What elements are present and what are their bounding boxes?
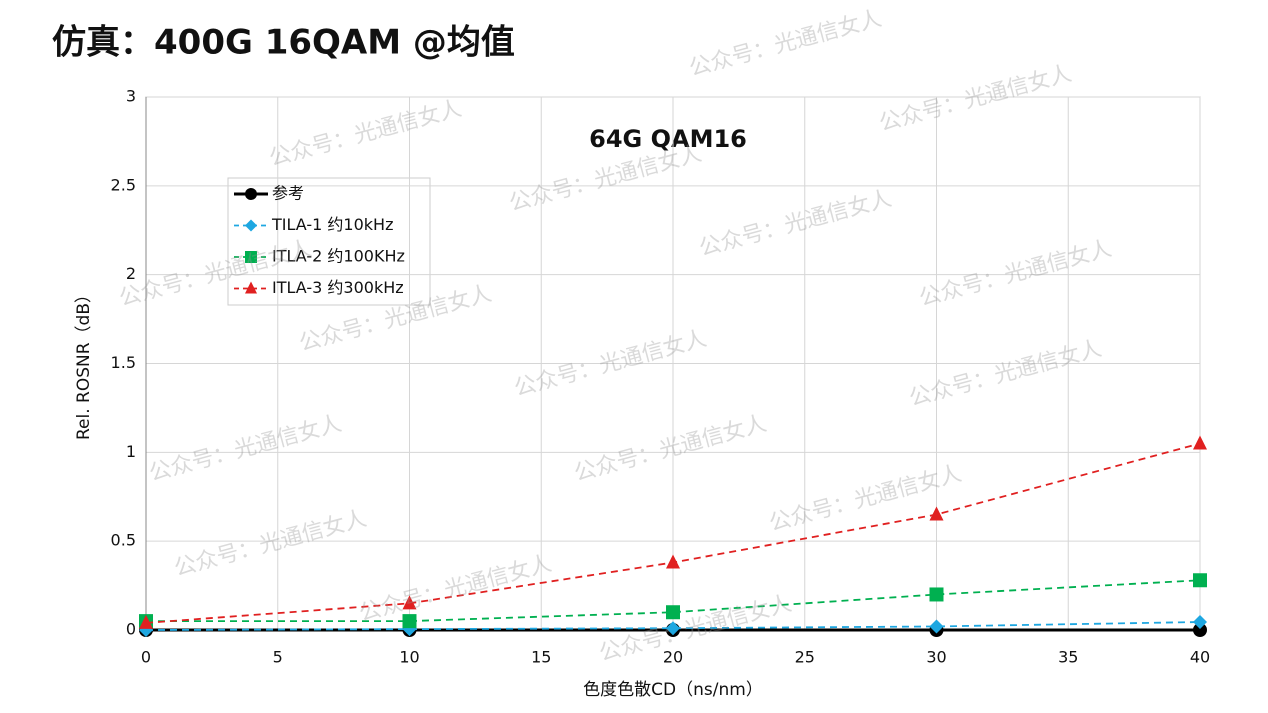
y-tick-label: 2.5 [111,175,136,194]
watermark: 公众号：光通信女人 [172,506,370,581]
y-tick-label: 2 [126,264,136,283]
marker [402,614,417,629]
x-tick-label: 5 [273,648,283,667]
legend-marker [245,219,257,232]
y-axis-label: Rel. ROSNR（dB） [74,286,94,440]
watermark: 公众号：光通信女人 [697,186,895,261]
legend-marker [245,188,257,200]
legend-label: TILA-1 约10kHz [271,215,393,234]
y-tick-label: 0.5 [111,531,136,550]
x-tick-label: 10 [399,648,419,667]
legend-label: ITLA-2 约100KHz [272,247,405,266]
watermark: 公众号：光通信女人 [572,411,770,486]
series-line [146,579,1201,623]
watermark: 公众号：光通信女人 [877,61,1075,136]
y-tick-label: 1 [126,442,136,461]
legend-label: ITLA-3 约300kHz [272,278,404,297]
chart-title: 64G QAM16 [589,125,747,153]
watermark: 公众号：光通信女人 [267,96,465,171]
marker [666,621,680,636]
watermark: 公众号：光通信女人 [687,6,885,81]
x-tick-label: 40 [1190,648,1210,667]
marker [1193,435,1207,450]
y-tick-label: 3 [126,87,136,106]
x-tick-label: 25 [795,648,815,667]
x-axis-label: 色度色散CD（ns/nm） [583,680,763,700]
x-tick-label: 35 [1058,648,1078,667]
legend [227,177,431,306]
watermark: 公众号：光通信女人 [357,551,555,626]
marker [666,605,680,620]
x-tick-label: 15 [531,648,551,667]
series-line [145,621,1201,631]
legend-marker [245,281,257,294]
y-tick-label: 1.5 [111,353,136,372]
marker [1193,573,1207,588]
legend-marker [245,251,257,263]
watermark: 公众号：光通信女人 [767,461,965,536]
marker [929,506,944,521]
x-tick-label: 0 [141,648,151,667]
x-tick-label: 20 [663,648,683,667]
legend-label: 参考 [272,184,304,203]
grid [145,96,1201,631]
marker [929,587,944,602]
marker [929,619,944,634]
marker [1193,615,1207,630]
page-title: 仿真：400G 16QAM @均值 [52,23,515,63]
marker [139,614,153,629]
marker [1193,623,1207,637]
watermark: 公众号：光通信女人 [147,411,345,486]
y-tick-label: 0 [126,620,136,639]
marker [402,595,417,610]
watermark: 公众号：光通信女人 [917,236,1115,311]
marker [666,554,680,569]
x-tick-label: 30 [926,648,946,667]
